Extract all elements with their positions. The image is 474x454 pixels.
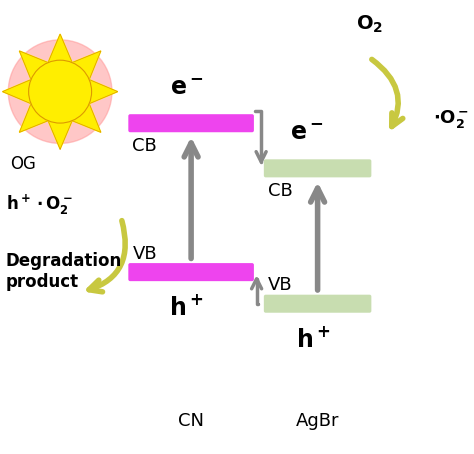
FancyBboxPatch shape (264, 159, 371, 178)
Text: $\mathbf{O_2}$: $\mathbf{O_2}$ (356, 14, 383, 35)
Text: AgBr: AgBr (296, 412, 339, 430)
Text: $\mathbf{h^+}$: $\mathbf{h^+}$ (296, 327, 330, 352)
Circle shape (28, 60, 91, 123)
Text: VB: VB (268, 276, 292, 294)
Text: CB: CB (268, 183, 292, 200)
Text: $\mathbf{\cdot O_2^-}$: $\mathbf{\cdot O_2^-}$ (433, 108, 469, 130)
Text: VB: VB (132, 245, 157, 263)
Polygon shape (2, 34, 118, 149)
Text: $\mathbf{h^+}$: $\mathbf{h^+}$ (169, 295, 204, 320)
Text: CN: CN (178, 412, 204, 430)
Circle shape (8, 40, 112, 143)
Text: CB: CB (132, 137, 157, 155)
Text: $\mathbf{e^-}$: $\mathbf{e^-}$ (290, 121, 323, 145)
FancyBboxPatch shape (264, 295, 371, 313)
Text: $\mathbf{e^-}$: $\mathbf{e^-}$ (170, 76, 203, 100)
FancyBboxPatch shape (128, 114, 254, 132)
Text: $\mathbf{h^+\cdot O_2^-}$: $\mathbf{h^+\cdot O_2^-}$ (6, 193, 73, 217)
Text: OG: OG (10, 155, 36, 173)
Text: Degradation
product: Degradation product (6, 252, 122, 291)
FancyBboxPatch shape (128, 263, 254, 281)
